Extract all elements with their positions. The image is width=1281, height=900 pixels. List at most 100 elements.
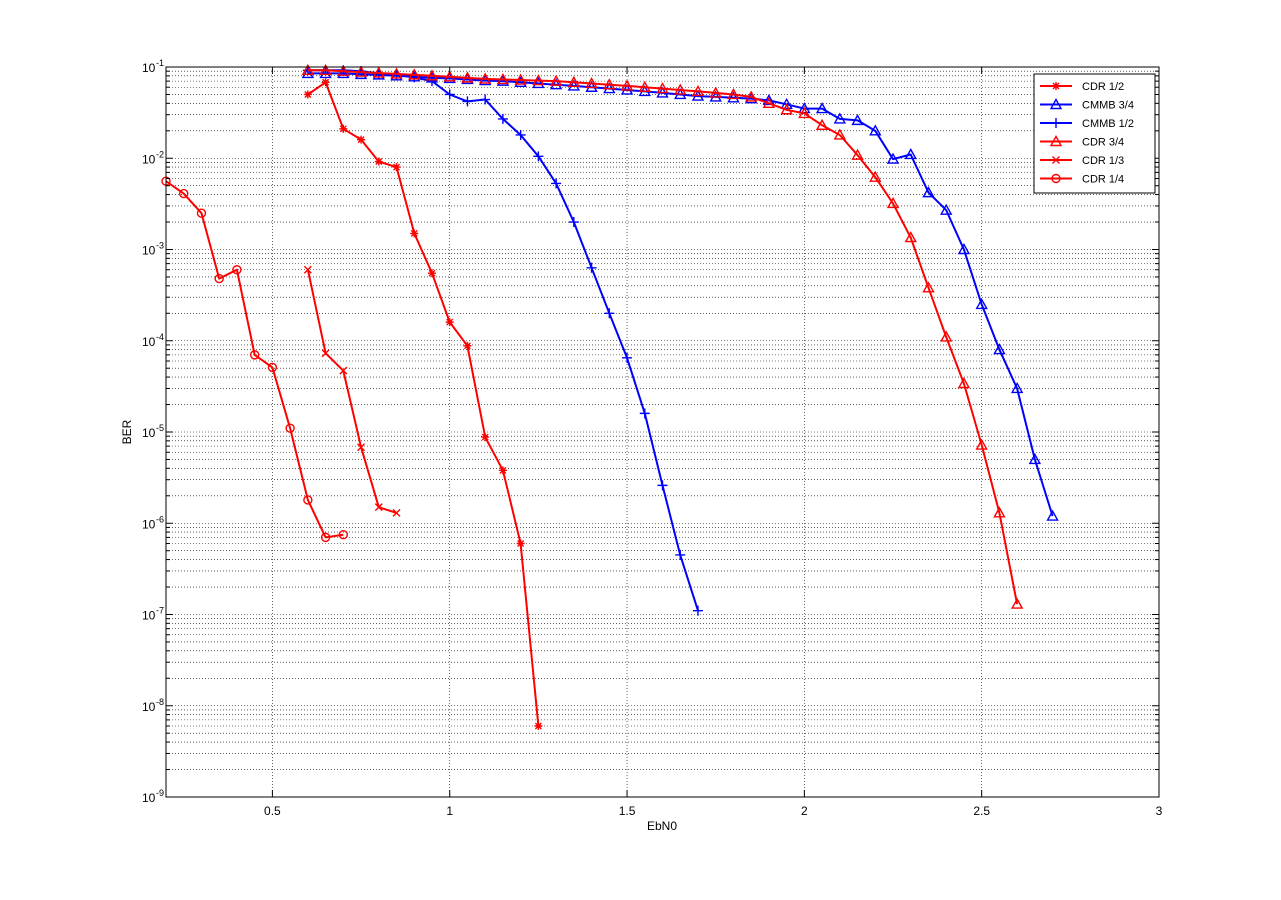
data-point (551, 178, 562, 189)
y-tick-label: 10 (142, 791, 156, 805)
data-point (337, 66, 350, 79)
data-point (922, 186, 935, 198)
y-tick-label: 10 (142, 61, 156, 75)
data-point (692, 605, 703, 616)
legend-item: CMMB 3/4 (1040, 98, 1134, 112)
data-point-center (359, 137, 364, 142)
data-point (957, 377, 971, 389)
legend-marker (1051, 118, 1061, 128)
series-0 (303, 78, 543, 730)
data-point-center (447, 320, 452, 325)
legend: CDR 1/2 CMMB 3/4 CMMB 1/2 CDR 3/4 CDR 1/3 CDR… (1033, 73, 1156, 194)
legend-label: CDR 3/4 (1082, 137, 1124, 149)
y-tick-exponent: -6 (156, 514, 164, 524)
series-line-5 (165, 180, 344, 539)
legend-marker (1052, 156, 1060, 164)
data-point (780, 97, 793, 110)
data-point (567, 75, 581, 87)
series-line-4 (306, 269, 397, 514)
legend-marker (1049, 135, 1063, 147)
data-point (232, 265, 242, 275)
data-point (922, 281, 935, 293)
data-point (675, 549, 686, 560)
data-point (639, 408, 650, 419)
data-point (869, 124, 882, 136)
data-point-center (429, 271, 434, 276)
data-point-center (341, 126, 346, 131)
y-tick-exponent: -9 (156, 788, 164, 798)
data-point (339, 366, 348, 375)
legend-item: CDR 3/4 (1040, 135, 1124, 149)
data-point (303, 265, 312, 274)
data-point (496, 73, 510, 85)
data-point (480, 94, 491, 105)
data-point (886, 196, 900, 209)
y-tick-exponent: -8 (156, 697, 164, 707)
data-point (762, 96, 776, 109)
series-layer (161, 63, 1059, 730)
data-point (585, 80, 598, 92)
data-point-center (500, 468, 505, 473)
data-point (301, 63, 315, 76)
data-point (301, 66, 315, 79)
legend-item: CMMB 1/2 (1040, 118, 1134, 130)
legend-item: CDR 1/3 (1040, 155, 1124, 167)
x-tick-label: 1.5 (619, 804, 636, 818)
x-axis-label: EbN0 (647, 819, 677, 833)
data-point (904, 231, 917, 243)
legend-marker-center (1054, 84, 1058, 88)
data-point (780, 103, 793, 115)
data-point (604, 308, 615, 319)
data-point (425, 69, 439, 81)
data-point-center (376, 159, 381, 164)
data-point (514, 75, 527, 87)
data-point-center (305, 92, 310, 97)
y-tick-label: 10 (142, 700, 156, 714)
ticks: 0.5 1 1.5 2 2.5 310-910-810-710-610-510-410-3… (142, 58, 1163, 818)
grid (166, 67, 1159, 797)
data-point (532, 77, 545, 89)
data-point (214, 273, 224, 284)
data-point (478, 72, 492, 84)
data-point (585, 77, 598, 89)
x-tick-label: 2.5 (973, 804, 990, 818)
data-point (374, 503, 383, 512)
data-point (975, 438, 988, 450)
legend-item: CDR 1/2 (1040, 81, 1124, 93)
y-tick-exponent: -7 (156, 606, 164, 616)
data-point (532, 74, 545, 86)
data-point (462, 96, 473, 107)
y-tick-label: 10 (142, 517, 156, 531)
data-point (444, 89, 455, 100)
data-point (179, 188, 189, 199)
legend-label: CMMB 3/4 (1082, 100, 1134, 112)
data-point-center (394, 165, 399, 170)
data-point (319, 63, 332, 76)
legend-label: CMMB 1/2 (1082, 118, 1134, 130)
data-point (568, 217, 579, 228)
y-tick-exponent: -1 (156, 58, 164, 68)
data-point (691, 84, 705, 97)
data-point (461, 71, 474, 83)
data-point (886, 152, 900, 164)
legend-label: CDR 1/3 (1082, 155, 1124, 167)
data-point (638, 80, 651, 92)
data-point (586, 262, 597, 273)
data-point (1010, 597, 1024, 609)
data-point (392, 508, 401, 517)
data-point (321, 349, 330, 358)
data-point (727, 91, 740, 103)
data-point (657, 480, 668, 491)
data-point (993, 343, 1006, 355)
legend-marker (1049, 98, 1063, 110)
data-point (1010, 382, 1024, 394)
data-point (390, 67, 403, 79)
data-point (354, 67, 368, 80)
data-point-center (465, 343, 470, 348)
legend-item: CDR 1/4 (1040, 174, 1124, 186)
y-tick-exponent: -4 (156, 332, 164, 342)
data-point (497, 113, 508, 124)
x-tick-label: 1 (446, 804, 453, 818)
